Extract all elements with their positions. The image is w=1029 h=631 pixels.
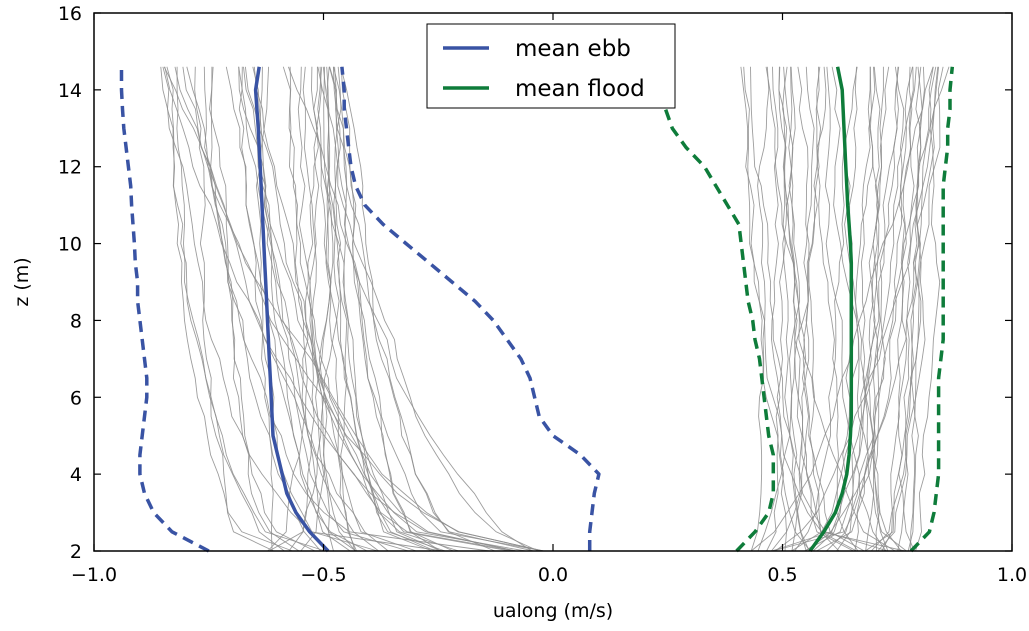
ebb-profile-line xyxy=(267,66,319,552)
x-tick-label: 0.0 xyxy=(538,564,568,586)
flood-profile-line xyxy=(915,66,941,552)
ebb-profile-line xyxy=(160,66,444,552)
ebb-profile-line xyxy=(317,66,358,552)
y-tick-label: 8 xyxy=(70,310,82,332)
ebb-profile-line xyxy=(166,66,326,552)
ebb-profile-line xyxy=(340,66,441,552)
mean-and-envelope-series xyxy=(119,66,955,553)
ebb-profile-line xyxy=(333,66,454,552)
flood-profile-line xyxy=(910,66,922,552)
flood-profile-line xyxy=(815,66,859,552)
ebb-profile-line xyxy=(209,66,316,552)
ebb-profile-line xyxy=(288,66,320,552)
flood-profile-line xyxy=(826,66,937,552)
legend-label-mean-ebb: mean ebb xyxy=(515,36,631,62)
envelope-dashed-line-4 xyxy=(661,66,776,553)
ebb-profile-line xyxy=(162,66,293,552)
ebb-profile-line xyxy=(288,66,357,552)
flood-profile-line xyxy=(872,66,881,552)
ebb-profile-line xyxy=(329,66,496,552)
ebb-profile-line xyxy=(282,66,511,552)
flood-profile-line xyxy=(771,66,940,552)
ebb-profile-line xyxy=(302,66,334,552)
ebb-profile-line xyxy=(176,66,285,552)
flood-profile-line xyxy=(791,66,874,552)
ebb-profile-line xyxy=(163,66,543,552)
y-tick-label: 6 xyxy=(70,387,82,409)
envelope-dashed-line-3 xyxy=(340,66,601,551)
y-axis-label: z (m) xyxy=(11,257,33,306)
ebb-profile-line xyxy=(252,66,351,552)
y-tick-label: 14 xyxy=(58,80,82,102)
flood-profile-line xyxy=(775,66,950,552)
y-tick-label: 12 xyxy=(58,157,82,179)
flood-profile-line xyxy=(794,66,858,552)
ebb-profile-line xyxy=(317,66,436,552)
flood-profile-line xyxy=(788,66,810,552)
ebb-profile-line xyxy=(297,66,417,552)
x-tick-label: 1.0 xyxy=(997,564,1027,586)
flood-profile-line xyxy=(740,66,811,552)
flood-profile-line xyxy=(865,66,890,552)
flood-profile-line xyxy=(831,66,907,552)
ebb-profile-line xyxy=(326,66,433,552)
flood-profile-line xyxy=(766,66,781,552)
legend: mean ebb mean flood xyxy=(426,23,676,109)
flood-profile-line xyxy=(854,66,876,552)
flood-profile-line xyxy=(797,66,840,552)
mean-ebb-line xyxy=(253,66,330,553)
flood-profile-line xyxy=(865,66,923,552)
flood-profile-line xyxy=(772,66,913,552)
flood-profile-line xyxy=(750,66,934,552)
flood-profile-line xyxy=(824,66,887,552)
y-tick-label: 16 xyxy=(58,3,82,25)
ebb-profile-line xyxy=(238,66,516,552)
ebb-profile-line xyxy=(186,66,322,552)
envelope-dashed-line-2 xyxy=(119,66,210,553)
flood-profile-line xyxy=(750,66,888,552)
legend-label-mean-flood: mean flood xyxy=(515,76,645,102)
ebb-profile-line xyxy=(244,66,516,552)
flood-profile-line xyxy=(907,66,925,552)
ebb-profile-line xyxy=(203,66,490,552)
flood-profile-line xyxy=(877,66,939,552)
x-tick-label: 0.5 xyxy=(767,564,797,586)
x-tick-label: −0.5 xyxy=(300,564,346,586)
x-axis-label: ualong (m/s) xyxy=(493,600,613,622)
flood-profile-line xyxy=(750,66,770,552)
ebb-profile-line xyxy=(210,66,300,552)
ebb-profile-line xyxy=(340,66,534,552)
mean-flood-line xyxy=(808,66,854,553)
flood-profile-line xyxy=(778,66,857,552)
ebb-profile-line xyxy=(332,66,442,552)
axis-ticks: −1.0 −0.5 0.0 0.5 1.0 2 4 6 8 10 12 14 16 xyxy=(58,3,1027,586)
gray-profile-lines xyxy=(160,66,950,552)
flood-profile-line xyxy=(791,66,815,552)
ebb-profile-line xyxy=(194,66,274,552)
flood-profile-line xyxy=(805,66,914,552)
flood-profile-line xyxy=(804,66,884,552)
y-tick-label: 4 xyxy=(70,464,82,486)
ebb-profile-line xyxy=(318,66,356,552)
y-tick-label: 10 xyxy=(58,234,82,256)
y-tick-label: 2 xyxy=(70,541,82,563)
ebb-profile-line xyxy=(268,66,342,552)
ebb-profile-line xyxy=(322,66,539,552)
legend-box xyxy=(426,23,676,109)
flood-profile-line xyxy=(788,66,865,552)
x-tick-label: −1.0 xyxy=(71,564,117,586)
flood-profile-line xyxy=(870,66,944,552)
flood-profile-line xyxy=(743,66,905,552)
ebb-profile-line xyxy=(316,66,446,552)
flood-profile-line xyxy=(776,66,788,552)
